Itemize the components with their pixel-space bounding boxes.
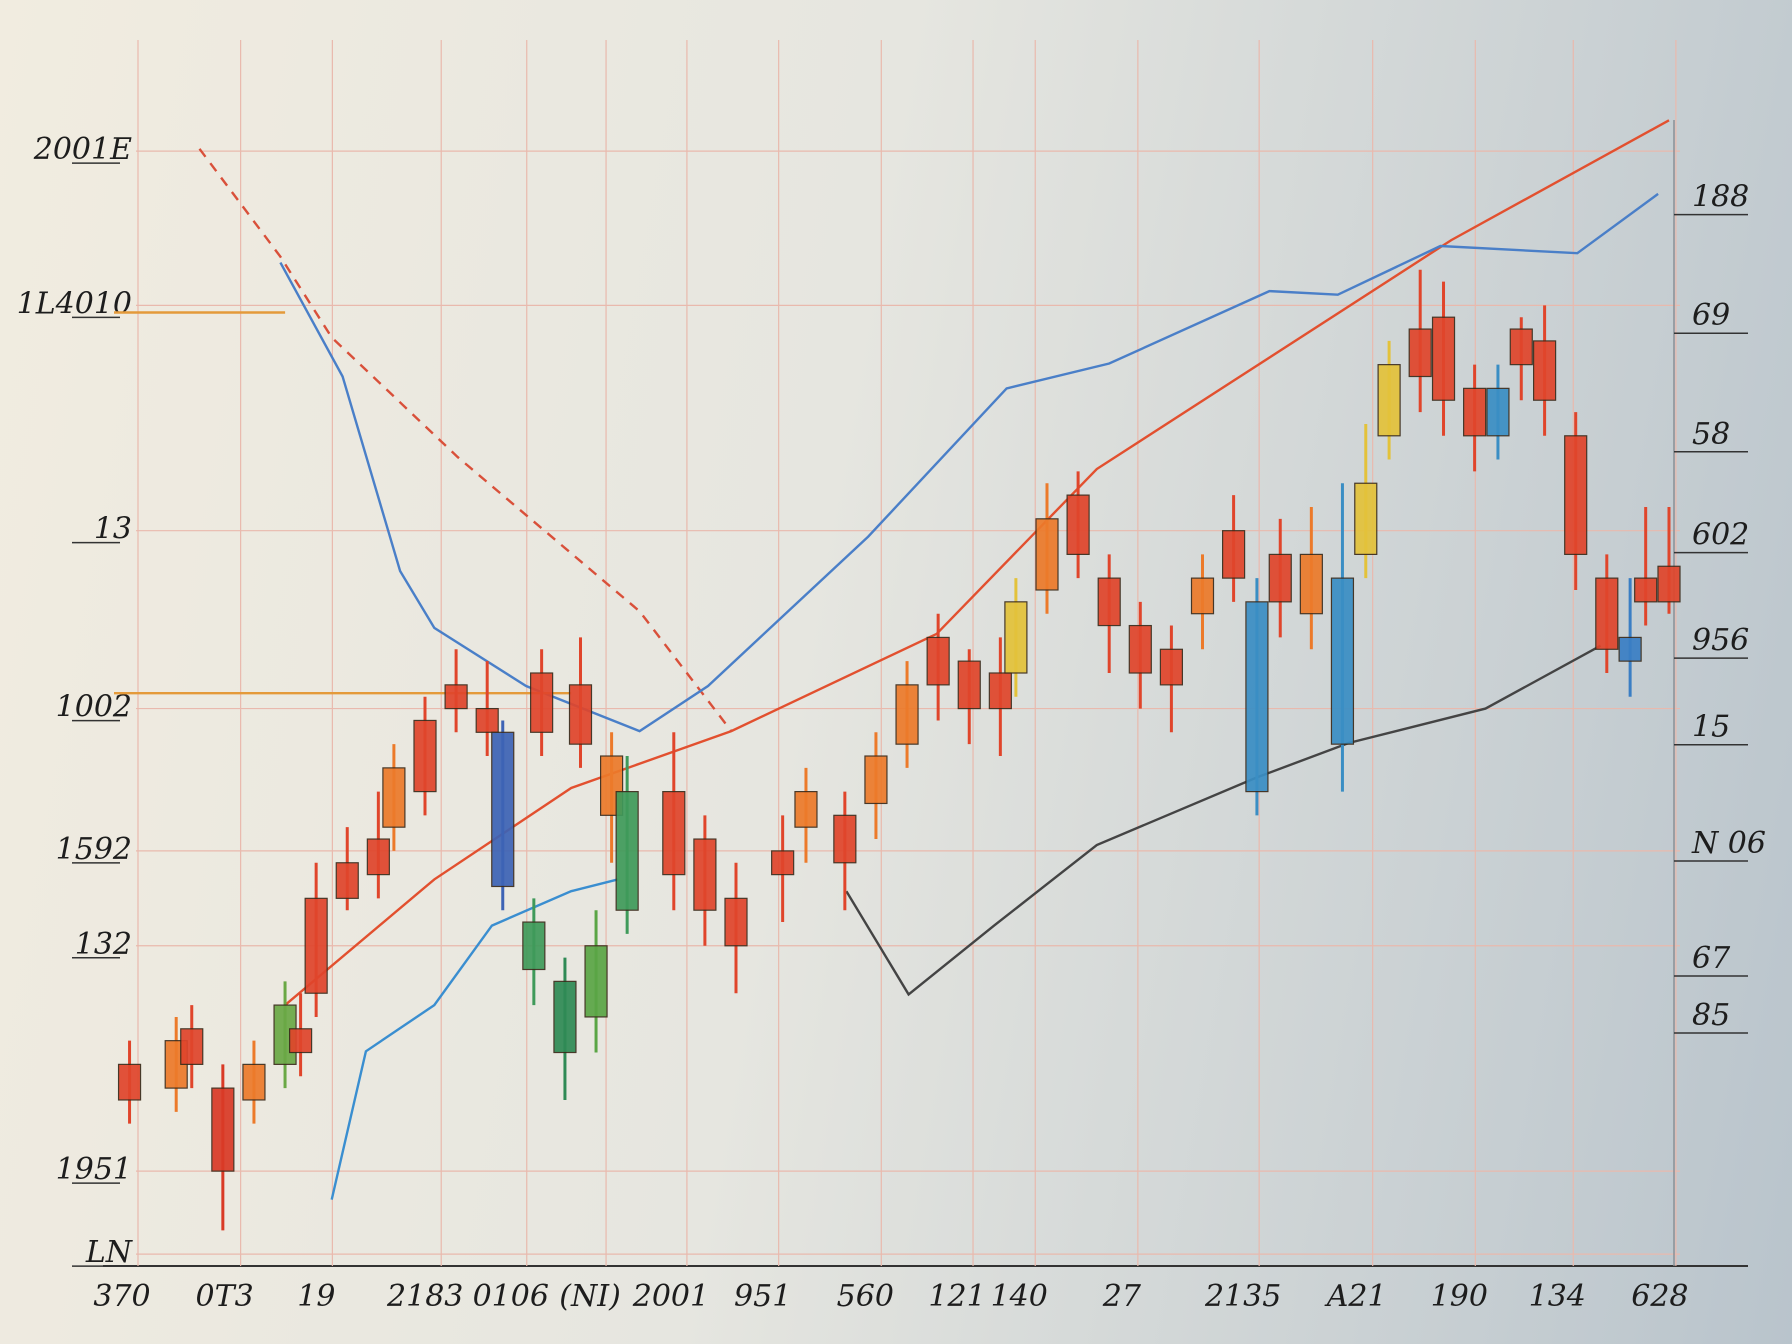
candle-body — [1159, 648, 1184, 686]
candle-body — [117, 1063, 142, 1101]
candle-body — [366, 838, 390, 876]
y-tick-label: 2001E — [33, 132, 132, 167]
candle-body — [794, 790, 818, 828]
series-line — [845, 644, 1602, 997]
y-tick-label: 132 — [75, 927, 132, 962]
candle-body — [584, 945, 608, 1018]
candle-body — [1035, 518, 1059, 591]
candle-body — [1268, 553, 1292, 603]
candle-body — [491, 731, 515, 888]
x-tick-label: (NI) — [559, 1279, 621, 1314]
x-tick-label: 2183 — [386, 1279, 463, 1314]
candle-body — [1221, 530, 1246, 579]
candle-body — [615, 790, 639, 911]
candle-body — [553, 980, 577, 1054]
y-tick-label: 13 — [94, 512, 132, 547]
candle-body — [1128, 624, 1152, 674]
x-tick-label: 560 — [837, 1279, 894, 1314]
candle-body — [988, 672, 1012, 710]
x-tick-label: 0T3 — [196, 1279, 254, 1314]
x-tick-label: 370 — [93, 1279, 150, 1314]
candle-body — [724, 897, 748, 947]
candle-body — [289, 1028, 313, 1054]
candle-body — [771, 850, 795, 876]
y2-tick-label: 58 — [1692, 417, 1730, 452]
candle-body — [1330, 577, 1355, 745]
series-line — [279, 192, 1659, 733]
x-tick-label: 2135 — [1204, 1279, 1281, 1314]
candle-body — [693, 838, 717, 911]
x-tick-label: 951 — [734, 1279, 791, 1314]
candle-body — [1408, 328, 1432, 378]
y-tick-label: 1002 — [56, 690, 132, 725]
x-tick-label: 0106 — [473, 1279, 549, 1314]
candle-body — [1004, 601, 1028, 674]
y2-tick-label: 15 — [1692, 710, 1730, 745]
y2-tick-label: N 06 — [1691, 826, 1766, 861]
x-tick-label: 190 — [1431, 1279, 1488, 1314]
candle-body — [211, 1087, 235, 1172]
candle-body — [1463, 387, 1487, 437]
candle-body — [1190, 577, 1215, 615]
series-line — [198, 148, 733, 732]
candle-body — [1564, 435, 1588, 555]
candle-body — [833, 814, 857, 864]
y2-tick-label: 956 — [1692, 623, 1749, 658]
candle-body — [444, 684, 468, 710]
x-tick-label: A21 — [1324, 1279, 1387, 1314]
candle-body — [382, 767, 406, 828]
candle-body — [522, 921, 546, 971]
candle-body — [304, 897, 328, 994]
candle-body — [1299, 553, 1323, 615]
y2-tick-label: 602 — [1692, 518, 1749, 553]
candle-body — [1354, 482, 1378, 555]
candle-body — [1618, 636, 1642, 662]
y2-tick-label: 85 — [1692, 998, 1730, 1033]
series-line — [330, 878, 619, 1200]
y2-tick-label: 188 — [1692, 180, 1749, 215]
candle-body — [180, 1028, 204, 1065]
candle-body — [530, 672, 554, 733]
series-line — [284, 119, 1670, 1007]
x-tick-label: 140 — [991, 1279, 1048, 1314]
candle-body — [1097, 577, 1121, 627]
candle-body — [662, 790, 686, 876]
y2-tick-label: 69 — [1692, 298, 1730, 333]
x-tick-label: 27 — [1102, 1279, 1142, 1314]
candle-body — [1377, 364, 1401, 437]
x-tick-label: 2001 — [632, 1279, 709, 1314]
x-tick-label: 19 — [297, 1279, 335, 1314]
candle-body — [475, 707, 499, 733]
candle-body — [1532, 340, 1557, 401]
candle-body — [1595, 577, 1619, 650]
candle-body — [413, 719, 437, 793]
x-tick-label: 134 — [1529, 1279, 1586, 1314]
candle-body — [1486, 387, 1510, 437]
candle-body — [242, 1063, 266, 1101]
candle-body — [568, 684, 593, 745]
y2-tick-label: 67 — [1692, 941, 1731, 976]
candle-body — [1634, 577, 1658, 603]
x-tick-label: 628 — [1631, 1279, 1688, 1314]
candle-body — [864, 755, 888, 805]
candle-body — [1657, 565, 1681, 603]
candle-body — [335, 862, 359, 899]
candle-body — [1431, 316, 1456, 401]
candle-body — [926, 636, 950, 686]
candle-body — [1066, 494, 1090, 556]
y-tick-label: 1L4010 — [17, 286, 132, 321]
y-tick-label: 1592 — [56, 832, 132, 867]
candle-body — [957, 660, 981, 710]
candle-body — [895, 684, 919, 745]
candle-body — [1509, 328, 1533, 366]
candle-body — [1245, 601, 1269, 793]
y-tick-label: LN — [85, 1235, 134, 1270]
y-tick-label: 1951 — [56, 1152, 132, 1187]
x-tick-label: 121 — [928, 1279, 985, 1314]
